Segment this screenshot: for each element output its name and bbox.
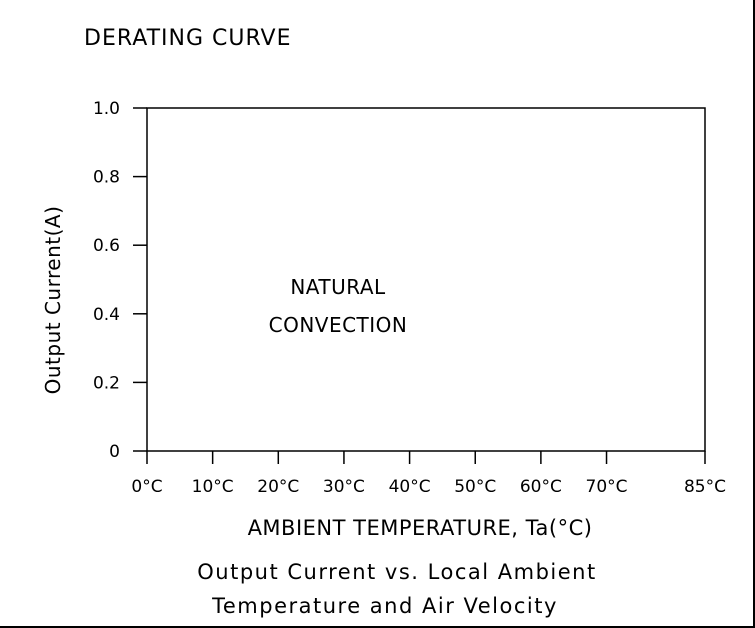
y-tick-label: 0.2 [93,373,120,393]
y-tick-label: 0.6 [93,236,120,256]
y-tick-label: 1.0 [93,99,120,119]
caption-line-2: Temperature and Air Velocity [211,594,558,618]
x-tick-label: 30°C [323,477,365,497]
x-tick-label: 0°C [131,477,162,497]
x-tick-label: 70°C [586,477,628,497]
x-tick-label: 60°C [520,477,562,497]
x-tick-label: 50°C [454,477,496,497]
x-tick-label: 10°C [192,477,234,497]
x-axis-ticks: 0°C 10°C 20°C 30°C 40°C 50°C 60°C 70°C 85°C [131,451,726,497]
x-axis-label: AMBIENT TEMPERATURE, Ta(°C) [248,516,593,540]
x-tick-label: 20°C [257,477,299,497]
x-tick-label: 85°C [684,477,726,497]
annotation-convection: CONVECTION [269,313,408,337]
y-tick-label: 0.8 [93,168,120,188]
caption-line-1: Output Current vs. Local Ambient [197,560,596,584]
y-tick-label: 0.4 [93,305,120,325]
plot-area [146,107,706,452]
x-tick-label: 40°C [389,477,431,497]
annotation-natural: NATURAL [290,275,386,299]
chart-title: DERATING CURVE [84,26,292,51]
y-tick-label: 0 [109,442,120,462]
y-axis-ticks: 0 0.2 0.4 0.6 0.8 1.0 [93,99,147,462]
y-axis-label: Output Current(A) [41,206,65,395]
